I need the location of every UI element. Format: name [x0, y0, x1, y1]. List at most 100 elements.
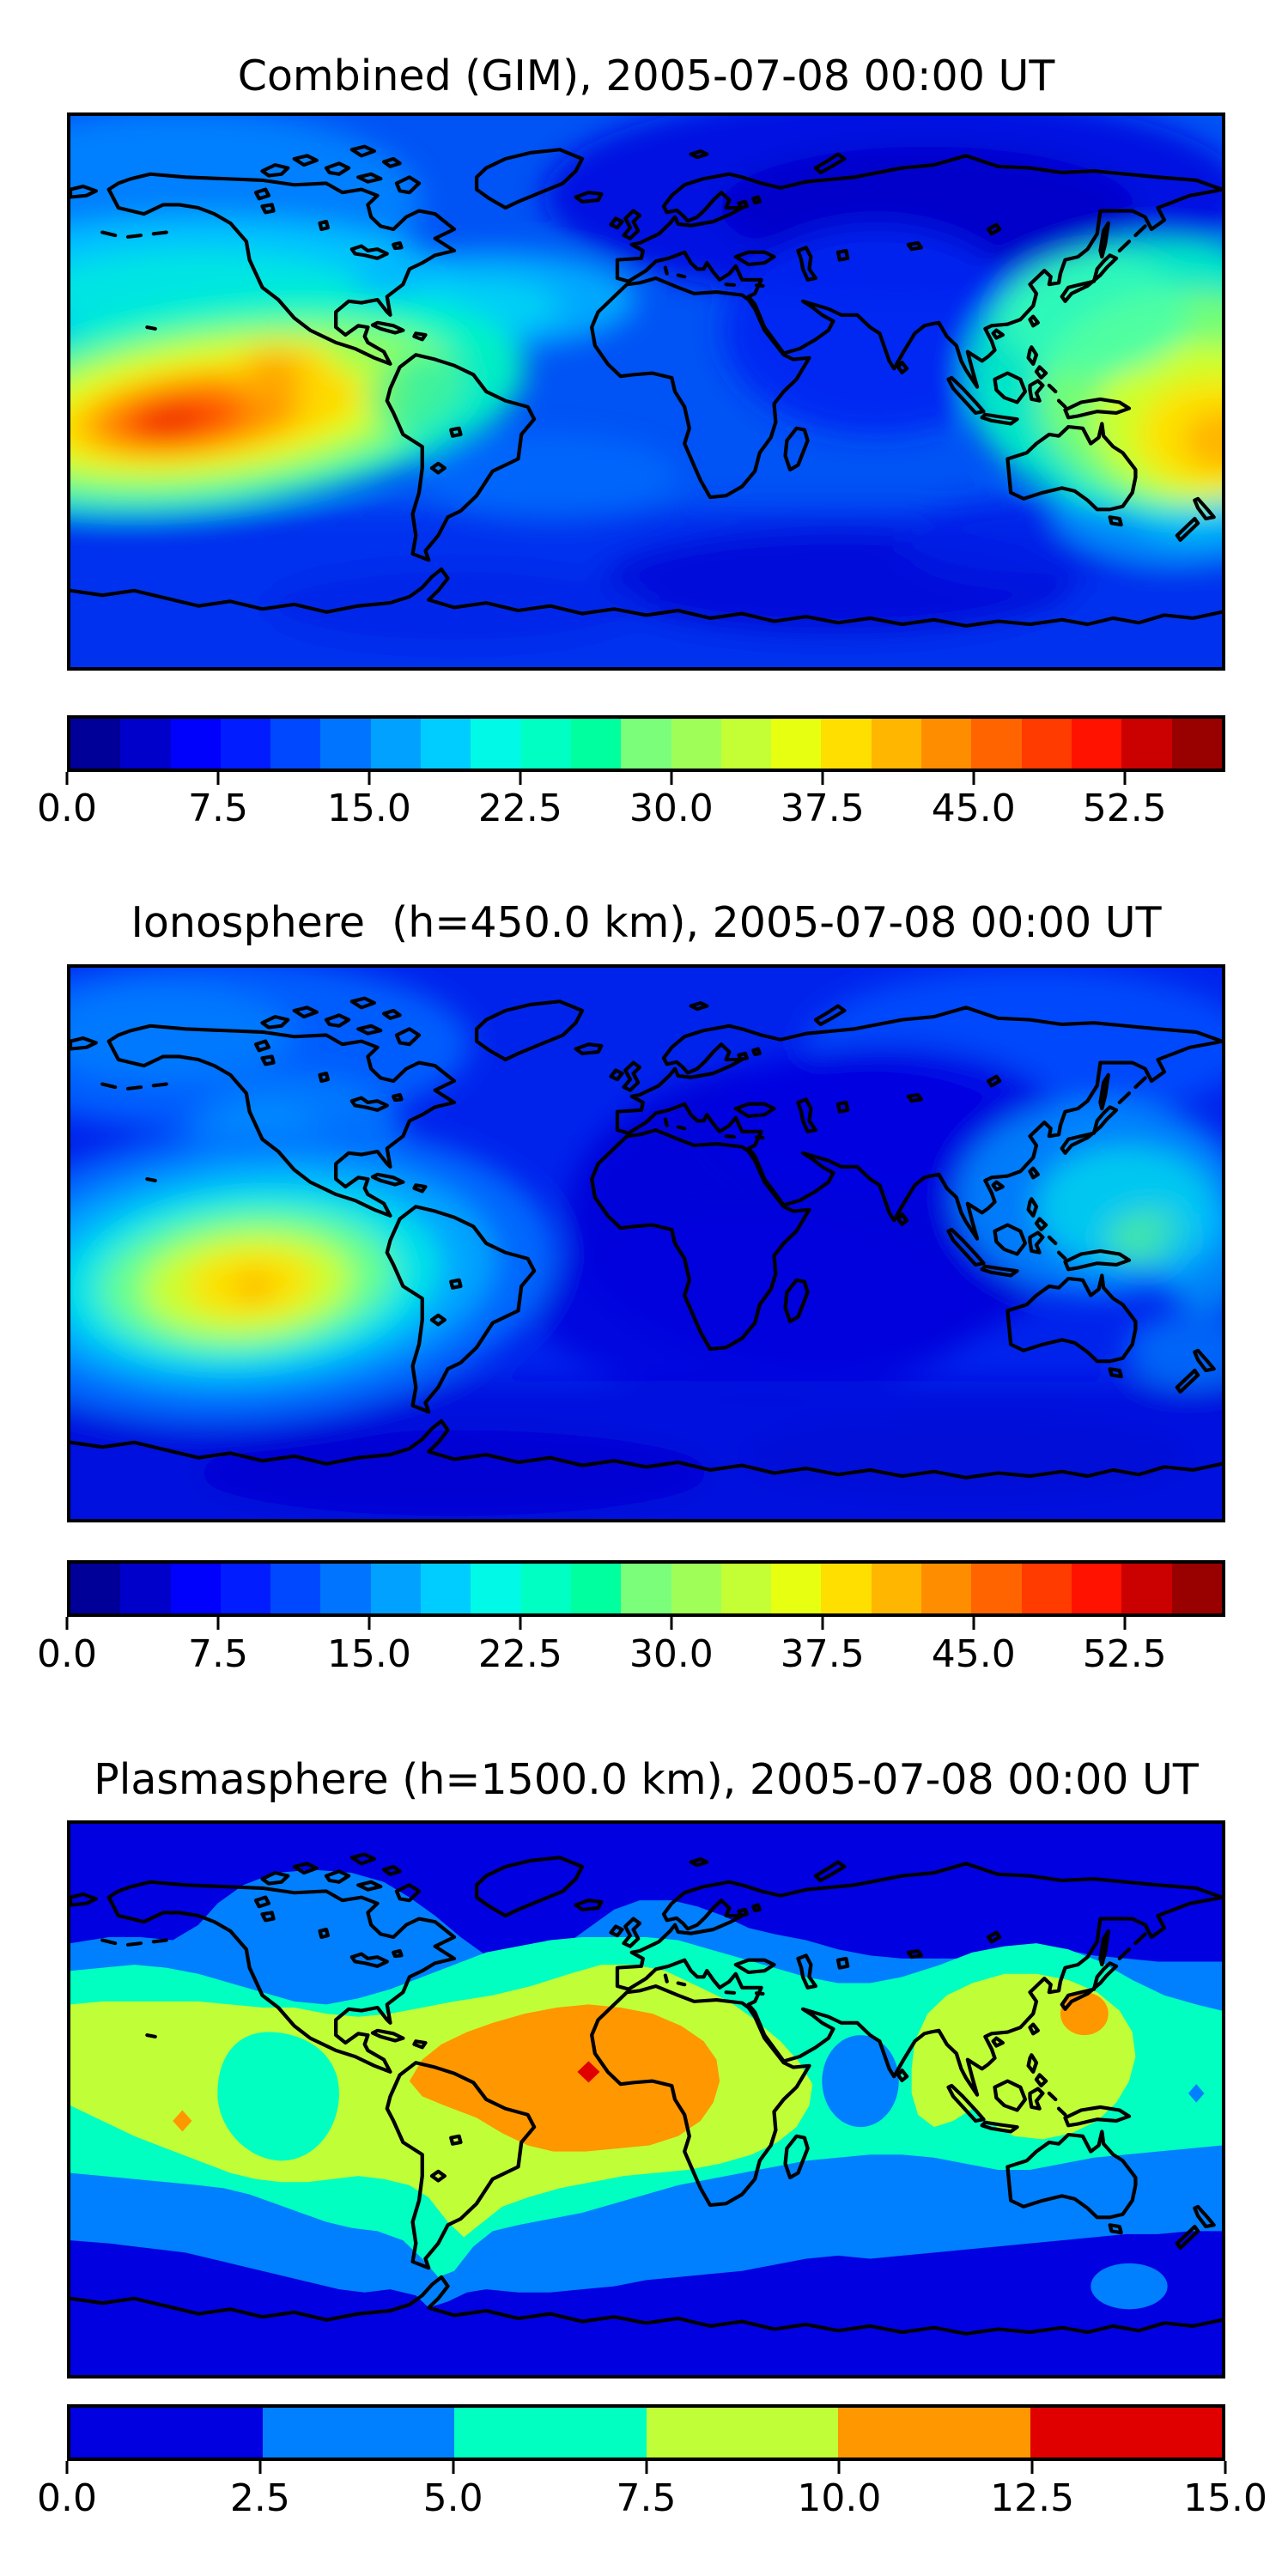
peak-spot-red: [577, 2061, 600, 2083]
colorbar-segment: [1121, 719, 1172, 769]
colorbar-tick: [670, 1617, 673, 1630]
colorbar-segment: [70, 2408, 263, 2458]
colorbar-tick: [258, 2461, 262, 2474]
colorbar-segment: [646, 2408, 838, 2458]
plot-title-combined: Combined (GIM), 2005-07-08 00:00 UT: [237, 52, 1055, 100]
colorbar-tick: [670, 772, 673, 785]
colorbar-labels-ionosphere: 0.0 7.5 15.0 22.5 30.0 37.5 45.0 52.5: [37, 1632, 1225, 1680]
band-level2-pacific-hole: [217, 2032, 339, 2161]
colorbar-tick: [65, 772, 69, 785]
colorbar-segment: [270, 1564, 321, 1613]
colorbar-tick-label: 15.0: [1183, 2476, 1267, 2520]
colorbar-segment: [520, 719, 571, 769]
high-spot-pacific: [173, 2110, 192, 2132]
colorbar-tick: [645, 2461, 647, 2474]
colorbar-segment: [838, 2408, 1030, 2458]
colorbar-segment: [1021, 1564, 1072, 1613]
low-spot-indian-ocean: [822, 2035, 899, 2128]
colorbar-segment: [921, 719, 972, 769]
colorbar-tick-label: 5.0: [422, 2476, 483, 2520]
colorbar-labels-plasmasphere: 0.0 2.5 5.0 7.5 10.0 12.5 15.0: [37, 2476, 1267, 2524]
colorbar-segment: [1121, 1564, 1172, 1613]
colorbar-plasmasphere: [67, 2404, 1225, 2461]
colorbar-segment: [771, 719, 822, 769]
colorbar-segment: [320, 1564, 371, 1613]
contour-field-plasmasphere: [70, 1824, 1222, 2375]
colorbar-segment: [570, 719, 622, 769]
colorbar-segment: [570, 1564, 622, 1613]
colorbar-segment: [1171, 719, 1222, 769]
colorbar-tick: [368, 772, 371, 785]
colorbar-tick-label: 0.0: [37, 2476, 97, 2520]
map-ionosphere: [67, 964, 1225, 1522]
colorbar-segment: [871, 719, 922, 769]
colorbar-segment: [671, 1564, 721, 1613]
colorbar-combined: [67, 715, 1225, 772]
colorbar-segment: [471, 719, 521, 769]
colorbar-segment: [720, 719, 772, 769]
colorbar-ticks-ionosphere: [65, 1617, 1225, 1630]
colorbar-segment: [771, 1564, 822, 1613]
colorbar-segment: [971, 1564, 1022, 1613]
colorbar-segment: [170, 719, 221, 769]
map-combined: [67, 112, 1225, 671]
colorbar-segment: [1030, 2408, 1222, 2458]
colorbar-segment: [471, 1564, 521, 1613]
plot-title-ionosphere: Ionosphere (h=450.0 km), 2005-07-08 00:0…: [131, 898, 1162, 947]
colorbar-segment: [1071, 719, 1122, 769]
colorbar-segment: [871, 1564, 922, 1613]
colorbar-segment: [1171, 1564, 1222, 1613]
colorbar-segment: [1021, 719, 1072, 769]
colorbar-tick-label: 52.5: [1082, 1632, 1167, 1676]
colorbar-tick-label: 7.5: [616, 2476, 677, 2520]
colorbar-tick-label: 0.0: [37, 787, 97, 830]
contour-field-ionosphere: [70, 968, 1222, 1519]
colorbar-segment: [120, 1564, 171, 1613]
colorbar-tick-label: 37.5: [780, 1632, 865, 1676]
colorbar-tick: [1123, 1617, 1127, 1630]
colorbar-tick-label: 10.0: [797, 2476, 882, 2520]
colorbar-segment: [70, 1564, 121, 1613]
colorbar-segment: [70, 719, 121, 769]
colorbar-segment: [454, 2408, 647, 2458]
colorbar-segment: [671, 719, 721, 769]
colorbar-segment: [370, 1564, 422, 1613]
colorbar-tick: [368, 1617, 371, 1630]
spot-southeast: [1091, 2263, 1168, 2310]
colorbar-tick: [1224, 2461, 1227, 2474]
colorbar-tick: [1123, 772, 1127, 785]
colorbar-segment: [170, 1564, 221, 1613]
colorbar-tick-label: 30.0: [629, 1632, 714, 1676]
colorbar-tick: [452, 2461, 455, 2474]
colorbar-tick: [216, 772, 220, 785]
colorbar-segment: [821, 1564, 872, 1613]
colorbar-tick-label: 7.5: [187, 787, 248, 830]
colorbar-tick-label: 0.0: [37, 1632, 97, 1676]
colorbar-tick-label: 2.5: [229, 2476, 290, 2520]
colorbar-tick-label: 45.0: [931, 1632, 1016, 1676]
colorbar-tick-label: 45.0: [931, 787, 1016, 830]
contour-field-combined: [70, 116, 1222, 667]
colorbar-tick-label: 22.5: [477, 787, 562, 830]
colorbar-tick: [972, 772, 975, 785]
colorbar-labels-combined: 0.0 7.5 15.0 22.5 30.0 37.5 45.0 52.5: [37, 787, 1225, 835]
colorbar-segment: [120, 719, 171, 769]
colorbar-tick-label: 30.0: [629, 787, 714, 830]
colorbar-tick: [65, 1617, 69, 1630]
colorbar-segment: [421, 719, 471, 769]
colorbar-segment: [262, 2408, 454, 2458]
colorbar-segment: [320, 719, 371, 769]
band-level3-east: [911, 1973, 1136, 2140]
colorbar-segment: [821, 719, 872, 769]
colorbar-tick: [821, 772, 824, 785]
colorbar-tick-label: 37.5: [780, 787, 865, 830]
colorbar-tick-label: 7.5: [187, 1632, 248, 1676]
colorbar-tick: [1030, 2461, 1034, 2474]
colorbar-segment: [370, 719, 422, 769]
colorbar-tick: [216, 1617, 220, 1630]
colorbar-tick-label: 15.0: [326, 787, 411, 830]
colorbar-tick: [65, 2461, 69, 2474]
colorbar-tick-label: 22.5: [477, 1632, 562, 1676]
colorbar-tick-label: 12.5: [990, 2476, 1075, 2520]
